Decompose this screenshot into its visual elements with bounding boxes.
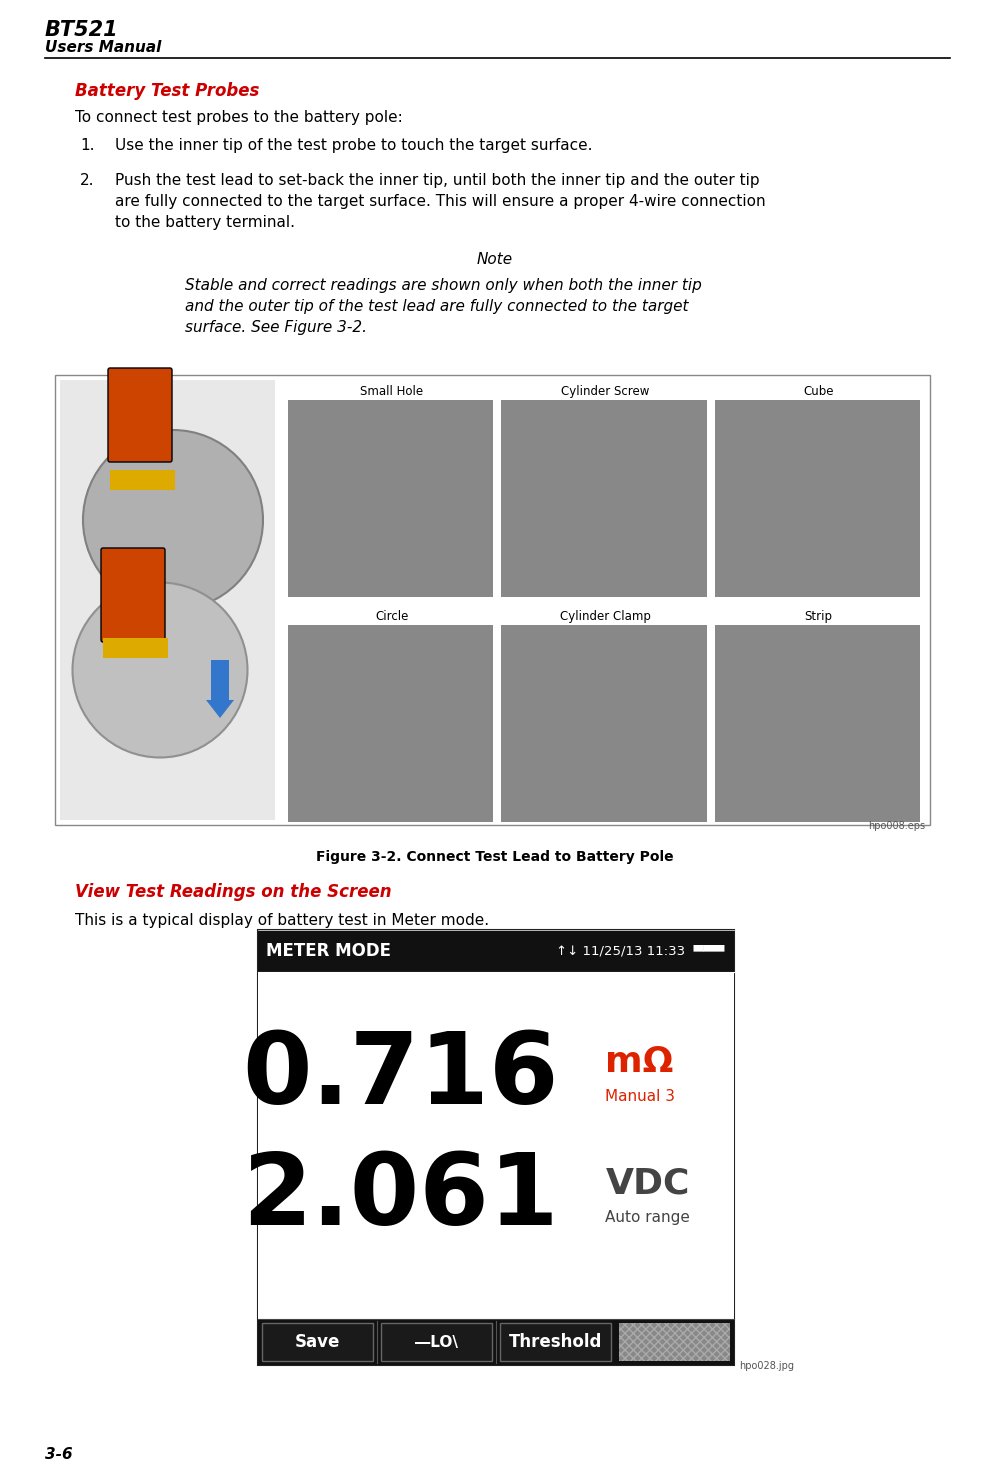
Text: Save: Save [294, 1333, 340, 1351]
Text: Push the test lead to set-back the inner tip, until both the inner tip and the o: Push the test lead to set-back the inner… [115, 173, 760, 189]
Text: Circle: Circle [375, 610, 408, 623]
Bar [60, 380, 275, 820]
Text: Figure 3-2. Connect Test Lead to Battery Pole: Figure 3-2. Connect Test Lead to Battery… [316, 849, 674, 864]
Text: 2.061: 2.061 [243, 1149, 559, 1246]
Text: 0.716: 0.716 [243, 1028, 559, 1124]
Ellipse shape [72, 582, 248, 757]
Text: METER MODE: METER MODE [266, 942, 391, 961]
Text: and the outer tip of the test lead are fully connected to the target: and the outer tip of the test lead are f… [185, 300, 689, 314]
Text: Cylinder Screw: Cylinder Screw [561, 385, 649, 398]
Bar [715, 401, 920, 596]
Bar [55, 374, 930, 825]
Text: To connect test probes to the battery pole:: To connect test probes to the battery po… [75, 110, 402, 124]
Text: ↑↓ 11/25/13 11:33  ▀▀▀: ↑↓ 11/25/13 11:33 ▀▀▀ [556, 944, 724, 958]
Bar [501, 624, 707, 822]
Bar [258, 1319, 734, 1366]
Text: VDC: VDC [606, 1167, 690, 1200]
Text: are fully connected to the target surface. This will ensure a proper 4-wire conn: are fully connected to the target surfac… [115, 194, 766, 209]
Text: 1.: 1. [80, 137, 94, 154]
FancyArrow shape [206, 659, 234, 718]
Text: Users Manual: Users Manual [45, 39, 162, 56]
Bar [103, 637, 168, 658]
Bar [110, 469, 175, 490]
Ellipse shape [83, 430, 263, 610]
Bar [258, 930, 734, 1366]
Text: 3-6: 3-6 [45, 1447, 72, 1462]
Text: hpo028.jpg: hpo028.jpg [739, 1361, 794, 1371]
Text: to the battery terminal.: to the battery terminal. [115, 215, 295, 230]
Text: Cylinder Clamp: Cylinder Clamp [560, 610, 650, 623]
Bar [258, 972, 734, 1319]
Text: Small Hole: Small Hole [360, 385, 423, 398]
Text: 2.: 2. [80, 173, 94, 189]
Text: mΩ: mΩ [606, 1045, 674, 1079]
Bar [619, 1323, 730, 1361]
FancyBboxPatch shape [101, 548, 165, 642]
Bar [715, 624, 920, 822]
Bar [115, 405, 165, 436]
Bar [288, 401, 494, 596]
Text: ―LO\: ―LO\ [415, 1335, 458, 1349]
Text: hpo008.eps: hpo008.eps [868, 822, 925, 830]
Text: View Test Readings on the Screen: View Test Readings on the Screen [75, 883, 391, 901]
Text: This is a typical display of battery test in Meter mode.: This is a typical display of battery tes… [75, 912, 490, 928]
Text: Manual 3: Manual 3 [606, 1089, 676, 1104]
FancyBboxPatch shape [108, 368, 172, 462]
Text: Use the inner tip of the test probe to touch the target surface.: Use the inner tip of the test probe to t… [115, 137, 593, 154]
Bar [258, 930, 734, 972]
Bar [262, 1323, 373, 1361]
Text: Auto range: Auto range [606, 1211, 691, 1225]
Text: Stable and correct readings are shown only when both the inner tip: Stable and correct readings are shown on… [185, 278, 702, 292]
Text: surface. See Figure 3-2.: surface. See Figure 3-2. [185, 320, 367, 335]
Bar [108, 589, 158, 617]
Text: BT521: BT521 [45, 20, 119, 39]
Bar [500, 1323, 611, 1361]
Text: Threshold: Threshold [508, 1333, 603, 1351]
Text: Strip: Strip [805, 610, 832, 623]
Text: Cube: Cube [803, 385, 833, 398]
Bar [501, 401, 707, 596]
Text: Battery Test Probes: Battery Test Probes [75, 82, 260, 99]
Text: Note: Note [477, 251, 513, 268]
Bar [381, 1323, 492, 1361]
Bar [288, 624, 494, 822]
